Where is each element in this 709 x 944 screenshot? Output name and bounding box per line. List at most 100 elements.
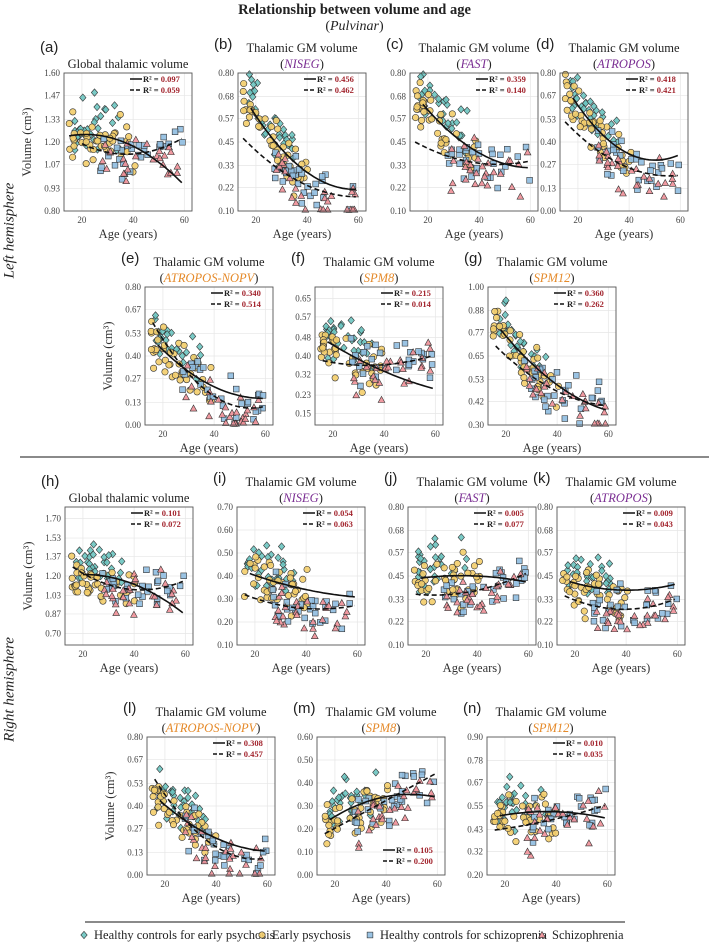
panel-k: (k) Thalamic GM volume (ATROPOS) 0.10 0.22 0.… [533,470,686,675]
data-point-circle [413,92,421,100]
data-point-triangle [182,810,191,818]
data-point-diamond [573,73,582,82]
panel-m: (m) Thalamic GM volume(SPM8)0.000.100.200… [293,700,446,905]
data-point-diamond [79,93,87,102]
y-tick-label: 0.45 [388,571,404,581]
r2-value: 0.005 [505,508,524,518]
y-tick-label: 0.80 [218,68,234,78]
data-point-square [244,398,252,406]
legend-item: Schizophrenia [538,928,624,942]
data-point-square [98,164,105,171]
panel-title: Thalamic GM volume [416,475,528,489]
data-point-triangle [378,815,387,823]
y-tick-label: 0.40 [297,778,313,788]
data-point-triangle [275,162,284,170]
data-point-circle [170,797,178,805]
data-point-square [191,804,198,812]
data-point-triangle [214,395,223,403]
data-point-square [522,569,529,576]
data-point-square [238,400,245,407]
data-point-circle [497,801,505,809]
data-point-square [393,366,400,374]
y-tick-label: 0.45 [537,571,553,581]
x-tick-label: 40 [129,215,139,225]
panel-b: (b) Thalamic GM volume (NISEG) 0.10 0.22 0.33… [214,36,367,241]
data-point-diamond [503,782,511,791]
data-point-circle [424,90,432,98]
plot-frame [144,286,274,426]
data-point-triangle [281,154,289,162]
data-point-diamond [249,92,257,102]
data-point-triangle [119,586,128,594]
data-point-square [111,162,119,169]
data-point-triangle [604,151,613,159]
data-point-square [604,171,611,178]
data-point-circle [496,823,504,831]
data-point-circle [348,795,356,803]
data-point-square [545,825,552,833]
x-axis-label: Age (years) [272,661,331,675]
data-point-diamond [188,332,197,341]
data-point-square [171,128,179,135]
data-point-diamond [414,547,423,556]
data-point-circle [561,70,569,78]
y-tick-label: 1.03 [45,591,61,601]
legend-solid-r2: R² = 0.105 [396,845,433,855]
y-tick-label: 1.70 [45,514,61,524]
data-point-triangle [668,174,677,182]
method-subtitle: (SPM12) [529,271,574,285]
data-point-square [401,340,409,347]
data-point-square [355,796,362,803]
data-point-triangle [449,156,458,164]
r2-value: 0.105 [414,845,433,855]
data-point-circle [251,564,259,572]
data-point-triangle [483,181,492,189]
fit-line-solid [569,580,675,591]
data-point-circle [615,130,623,138]
data-point-triangle [111,600,120,608]
y-tick-label: 0.22 [390,182,406,192]
fit-line-solid [82,573,184,614]
data-point-diamond [168,788,177,797]
data-point-triangle [352,391,361,399]
legend-solid-r2: R² = 0.308 [226,738,263,748]
panel-title: Thalamic GM volume [495,705,607,719]
data-point-triangle [537,388,545,396]
data-point-circle [419,570,427,578]
data-point-circle [321,812,329,820]
data-point-diamond [274,553,282,562]
data-point-circle [412,114,420,122]
data-point-triangle [643,611,652,619]
data-point-triangle [309,624,317,632]
data-point-triangle [187,382,196,390]
data-point-square [418,771,426,779]
data-point-square [354,828,361,835]
y-tick-label: 0.10 [217,640,233,650]
data-point-triangle [447,186,455,194]
data-point-triangle [523,148,532,156]
data-point-square [160,572,167,579]
data-point-triangle [610,625,619,633]
data-point-circle [501,817,509,825]
data-point-square [349,358,356,366]
r2-value: 0.308 [244,738,263,748]
data-point-triangle [226,844,235,852]
r2-value: 0.340 [242,288,261,298]
data-point-triangle [603,158,612,166]
data-point-circle [563,573,571,581]
y-tick-label: 0.13 [127,848,143,858]
data-point-triangle [319,597,327,605]
data-point-circle [425,584,433,592]
y-tick-label: 1.20 [45,571,61,581]
data-point-triangle [566,813,574,821]
data-point-diamond [81,551,89,561]
r2-value: 0.101 [162,508,181,518]
data-point-circle [496,322,504,330]
data-point-circle [171,371,179,379]
data-point-triangle [478,179,486,187]
legend-dashed-r2: R² = 0.035 [566,749,603,759]
data-point-triangle [540,829,549,837]
data-point-triangle [242,860,250,868]
r2-value: 0.054 [334,508,354,518]
data-point-diamond [90,88,99,97]
